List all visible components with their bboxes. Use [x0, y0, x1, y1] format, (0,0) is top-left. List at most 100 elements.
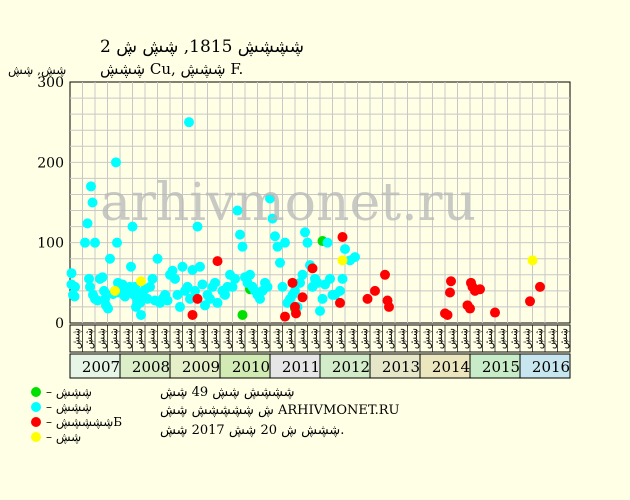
legend-marker-red [31, 417, 41, 427]
quarter-label: ڜڜ [446, 328, 457, 349]
data-point-cyan [177, 261, 188, 272]
quarter-label: ڜڜ [396, 328, 407, 349]
data-point-red [280, 311, 290, 322]
data-point-cyan [317, 293, 328, 304]
data-point-cyan [302, 237, 313, 248]
data-point-cyan [167, 265, 178, 276]
data-point-cyan [322, 237, 333, 248]
year-box [69, 353, 121, 379]
data-point-green [237, 309, 248, 320]
data-point-red [445, 287, 455, 298]
quarter-label: ڜڜ [146, 328, 157, 349]
data-point-cyan [197, 279, 208, 290]
data-point-cyan [297, 269, 308, 280]
quarter-label: ڜڜ [359, 328, 370, 349]
data-point-yellow [337, 255, 348, 266]
legend-label: – ڜڜ [46, 430, 81, 444]
chart-title-line2: ڜڜڜ Cu, ڜڜڜ F. [100, 60, 243, 78]
data-point-cyan [267, 213, 278, 224]
data-point-cyan [340, 244, 350, 255]
data-point-cyan [152, 253, 163, 264]
info-line3: ڜڜڜ ڜ 20 ڜڜ 2017 ڜڜ. [160, 423, 344, 438]
data-point-cyan [80, 237, 90, 248]
data-point-cyan [105, 253, 115, 264]
quarter-label: ڜڜ [109, 328, 120, 349]
quarter-label: ڜڜ [421, 328, 432, 349]
data-point-cyan [227, 281, 238, 292]
y-tick-label: 100 [37, 236, 64, 252]
data-point-cyan [232, 205, 243, 216]
quarter-label: ڜڜ [171, 328, 182, 349]
data-point-cyan [187, 264, 198, 275]
info-line1: ڜڜڜڜ ڜڜ 49 ڜڜ [160, 385, 295, 400]
year-label: 2010 [232, 358, 270, 376]
quarter-label: ڜڜ [509, 328, 520, 349]
y-tick-label: 0 [55, 316, 64, 332]
data-point-cyan [315, 305, 325, 316]
year-label: 2008 [132, 358, 170, 376]
data-point-cyan [97, 272, 108, 283]
quarter-label: ڜڜ [196, 328, 207, 349]
data-point-cyan [270, 231, 280, 242]
data-point-cyan [99, 285, 109, 296]
quarter-label: ڜڜ [471, 328, 482, 349]
data-point-red [446, 276, 456, 287]
quarter-label: ڜڜ [384, 328, 395, 349]
data-point-cyan [92, 295, 103, 306]
data-point-cyan [325, 273, 335, 284]
year-label: 2016 [532, 358, 570, 376]
data-point-cyan [205, 293, 215, 304]
data-point-cyan [220, 289, 230, 300]
data-point-cyan [335, 285, 345, 296]
data-point-cyan [172, 289, 183, 300]
quarter-label: ڜڜ [246, 328, 257, 349]
data-point-cyan [90, 237, 100, 248]
data-point-cyan [145, 281, 155, 292]
legend: – ڜڜڜ– ڜڜڜ– ڜڜڜڜڜБ– ڜڜ [31, 385, 122, 444]
data-point-red [187, 309, 198, 320]
quarter-label: ڜڜ [209, 328, 220, 349]
data-point-cyan [103, 303, 113, 314]
legend-marker-cyan [31, 402, 41, 412]
quarter-label: ڜڜ [321, 328, 332, 349]
year-label: 2009 [182, 358, 220, 376]
data-point-cyan [300, 227, 310, 238]
data-point-cyan [195, 261, 205, 272]
quarter-label: ڜڜ [71, 328, 82, 349]
data-point-red [297, 292, 308, 303]
data-point-cyan [111, 157, 121, 168]
quarter-label: ڜڜ [334, 328, 345, 349]
year-box [469, 353, 521, 379]
data-point-cyan [190, 285, 200, 296]
data-point-cyan [230, 273, 240, 284]
quarter-label: ڜڜ [159, 328, 170, 349]
data-point-cyan [112, 237, 122, 248]
data-point-red [465, 303, 475, 314]
quarter-label: ڜڜ [184, 328, 195, 349]
year-label: 2014 [432, 358, 470, 376]
data-point-cyan [312, 277, 323, 288]
data-point-cyan [280, 237, 290, 248]
data-point-cyan [127, 221, 138, 232]
quarter-label: ڜڜ [559, 328, 570, 349]
data-point-red [291, 308, 301, 319]
year-label: 2015 [482, 358, 520, 376]
data-point-red [475, 284, 485, 295]
info-line2: ڜ ڜڜڜڜڜ ڜڜ ARHIVMONET.RU [160, 403, 400, 418]
quarter-label: ڜڜ [546, 328, 557, 349]
year-box [319, 353, 371, 379]
data-point-cyan [135, 297, 145, 308]
data-point-red [370, 285, 380, 296]
quarter-label: ڜڜ [134, 328, 145, 349]
quarter-label: ڜڜ [234, 328, 245, 349]
year-box [219, 353, 271, 379]
data-point-red [384, 301, 394, 312]
quarter-label: ڜڜ [409, 328, 420, 349]
quarter-label: ڜڜ [284, 328, 295, 349]
data-point-red [535, 281, 545, 292]
data-point-cyan [147, 273, 158, 284]
y-axis-label: ڜڜ, ڜڜ [8, 63, 66, 77]
data-point-cyan [69, 291, 80, 302]
data-point-cyan [295, 277, 305, 288]
